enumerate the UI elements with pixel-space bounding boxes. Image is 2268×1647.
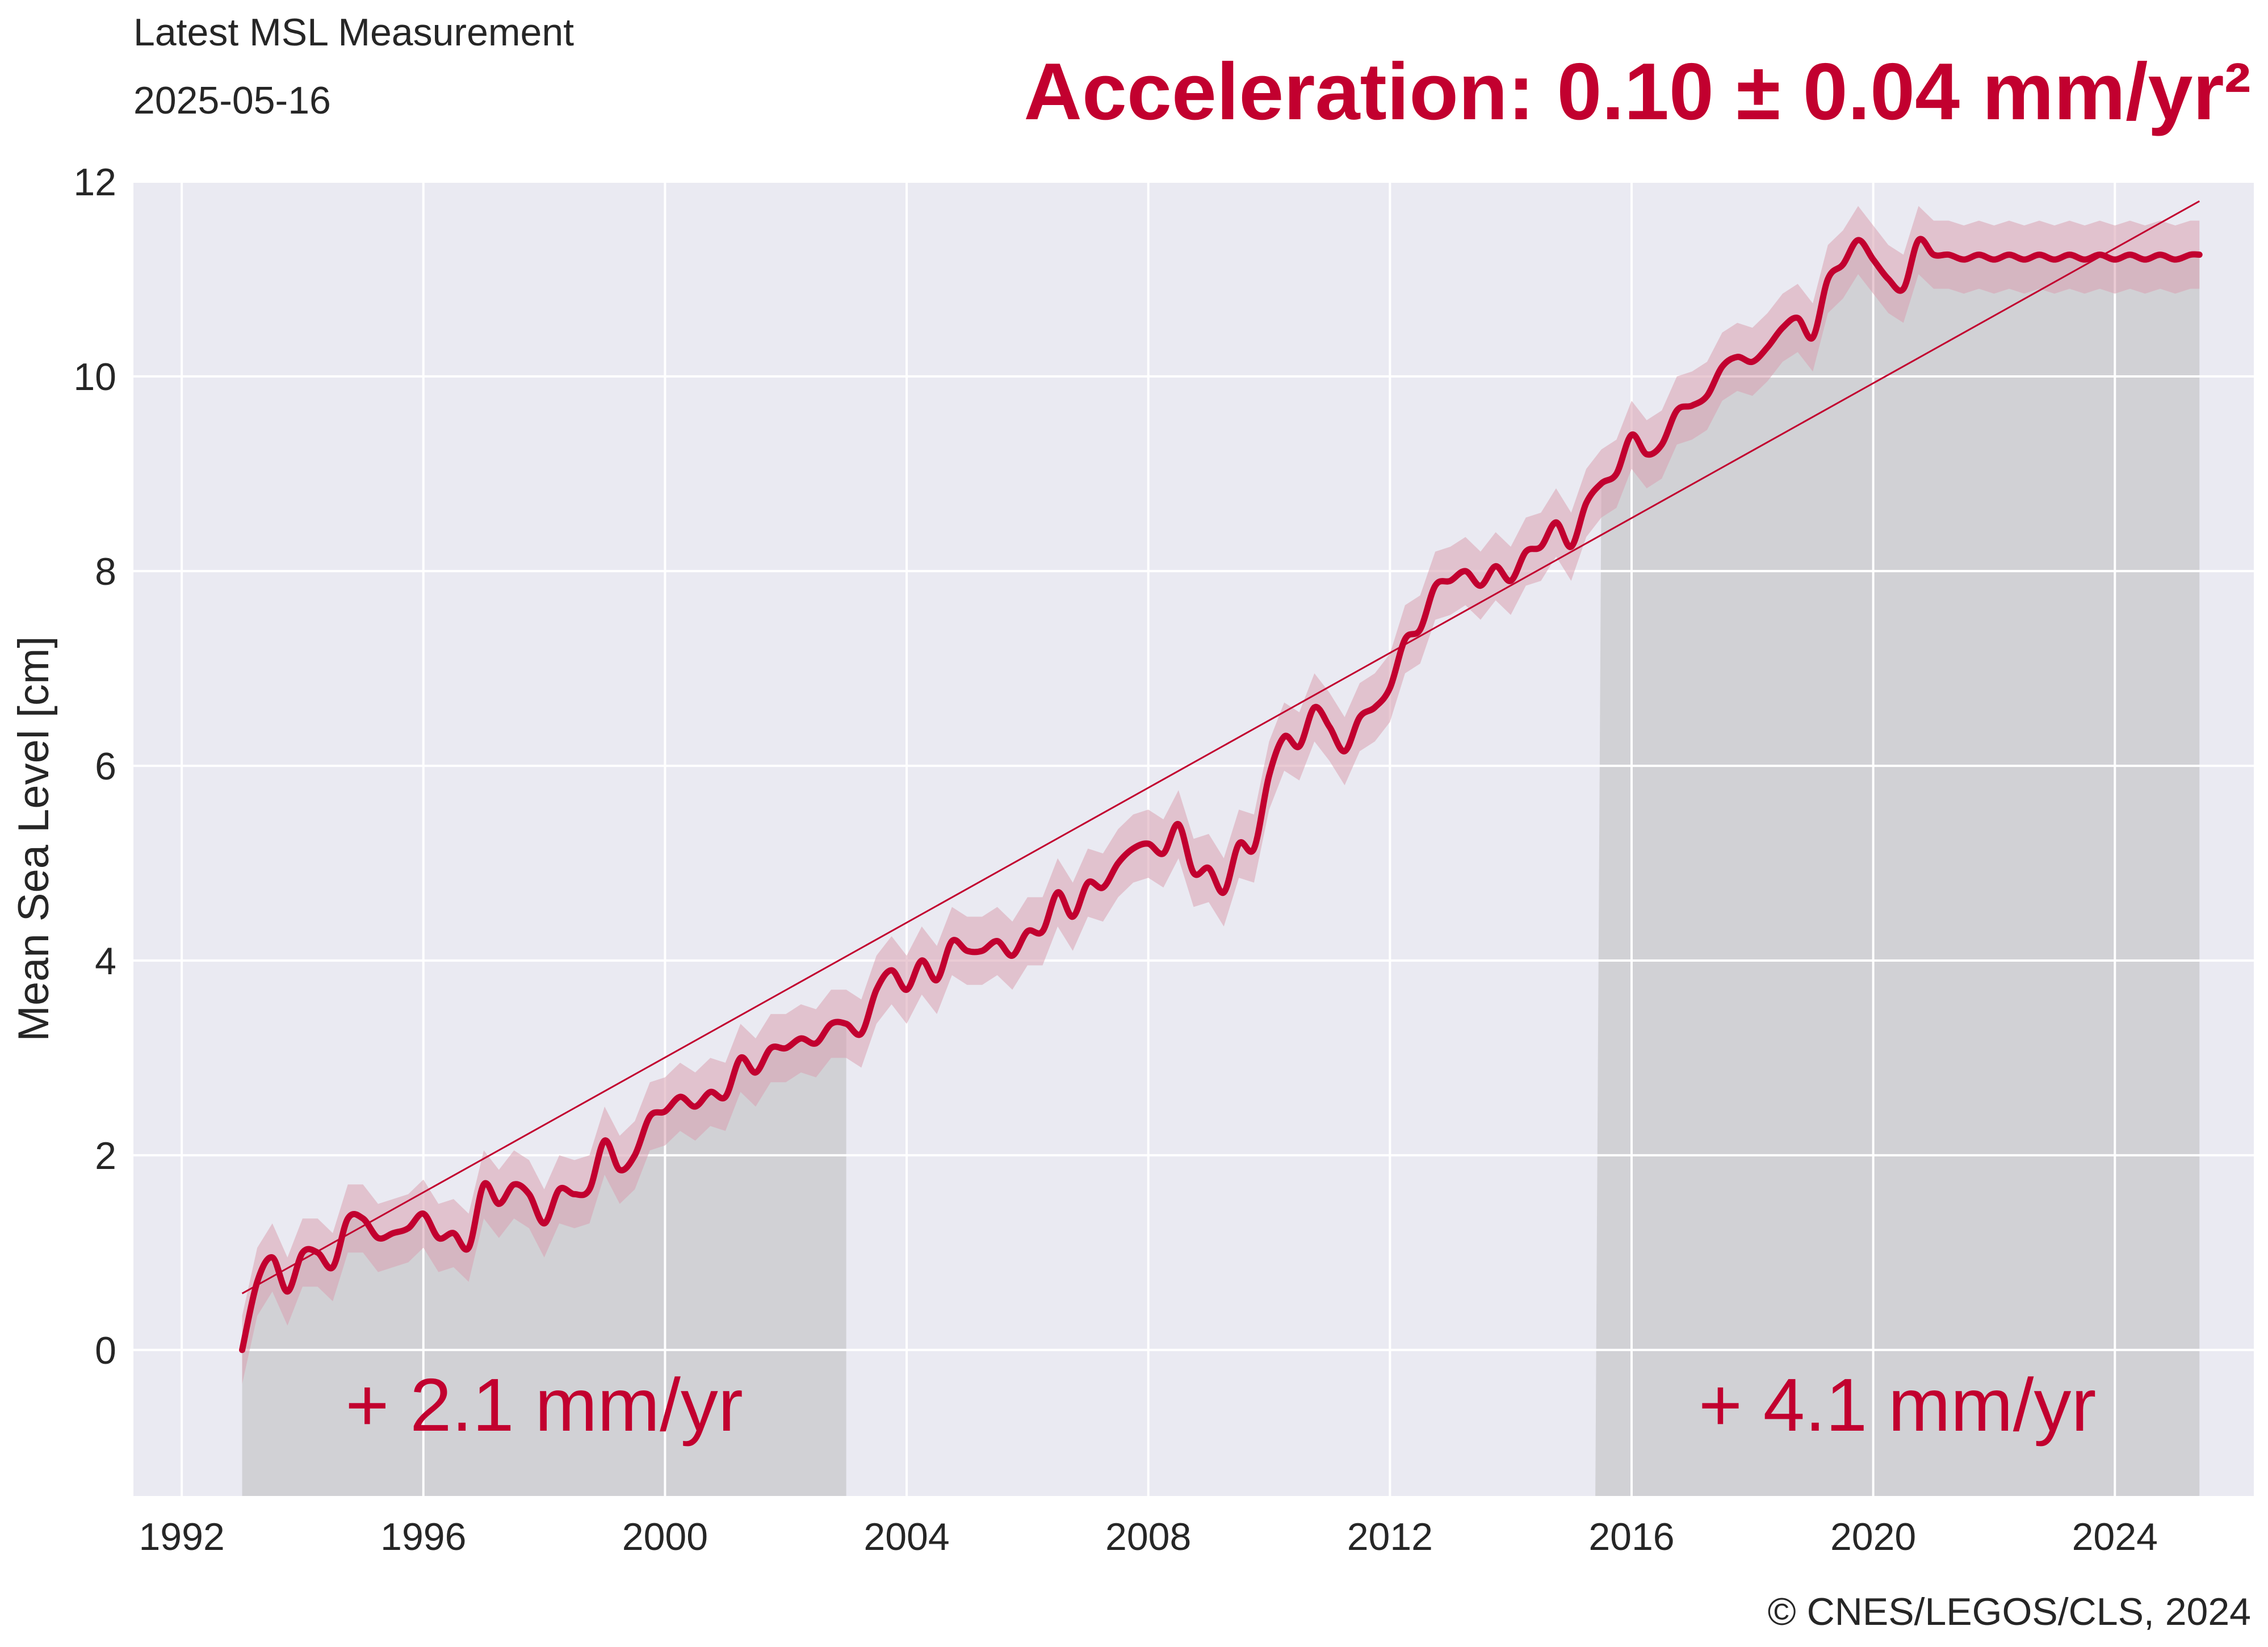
y-tick-label: 6 <box>95 745 116 788</box>
trend-line <box>241 200 2200 1294</box>
x-tick-label: 2004 <box>863 1515 949 1558</box>
shaded-periods <box>242 240 2200 1496</box>
rate-label: + 2.1 mm/yr <box>345 1363 743 1447</box>
shaded-period-1 <box>242 1024 846 1496</box>
shaded-period-2 <box>1595 240 2200 1496</box>
x-tick-label: 2008 <box>1105 1515 1191 1558</box>
x-tick-label: 2024 <box>2072 1515 2158 1558</box>
y-tick-label: 0 <box>95 1329 116 1372</box>
header-title: Latest MSL Measurement <box>133 11 575 54</box>
x-tick-label: 2000 <box>622 1515 708 1558</box>
y-tick-label: 4 <box>95 940 116 983</box>
rate-labels: + 2.1 mm/yr + 4.1 mm/yr <box>345 1363 2096 1447</box>
y-tick-label: 12 <box>73 161 116 204</box>
msl-series-line <box>239 236 2203 1353</box>
y-tick-labels: 0 2 4 6 8 10 12 <box>73 161 116 1372</box>
grid-lines <box>133 181 2254 1496</box>
y-tick-label: 2 <box>95 1134 116 1177</box>
x-tick-label: 1992 <box>139 1515 224 1558</box>
x-tick-label: 1996 <box>380 1515 466 1558</box>
x-tick-label: 2012 <box>1347 1515 1433 1558</box>
x-tick-labels: 1992 1996 2000 2004 2008 2012 2016 2020 2024 <box>139 1515 2157 1558</box>
y-tick-label: 10 <box>73 355 116 399</box>
header-date: 2025-05-16 <box>133 79 331 122</box>
y-axis-label: Mean Sea Level [cm] <box>10 636 58 1042</box>
copyright: © CNES/LEGOS/CLS, 2024 <box>1767 1590 2251 1633</box>
rate-label: + 4.1 mm/yr <box>1699 1363 2096 1447</box>
x-tick-label: 2016 <box>1588 1515 1674 1558</box>
acceleration-label: Acceleration: 0.10 ± 0.04 mm/yr² <box>1024 47 2251 137</box>
y-tick-label: 8 <box>95 550 116 593</box>
x-tick-label: 2020 <box>1830 1515 1916 1558</box>
sea-level-chart: 1992 1996 2000 2004 2008 2012 2016 2020 2024 0 2 4… <box>10 161 2254 1558</box>
